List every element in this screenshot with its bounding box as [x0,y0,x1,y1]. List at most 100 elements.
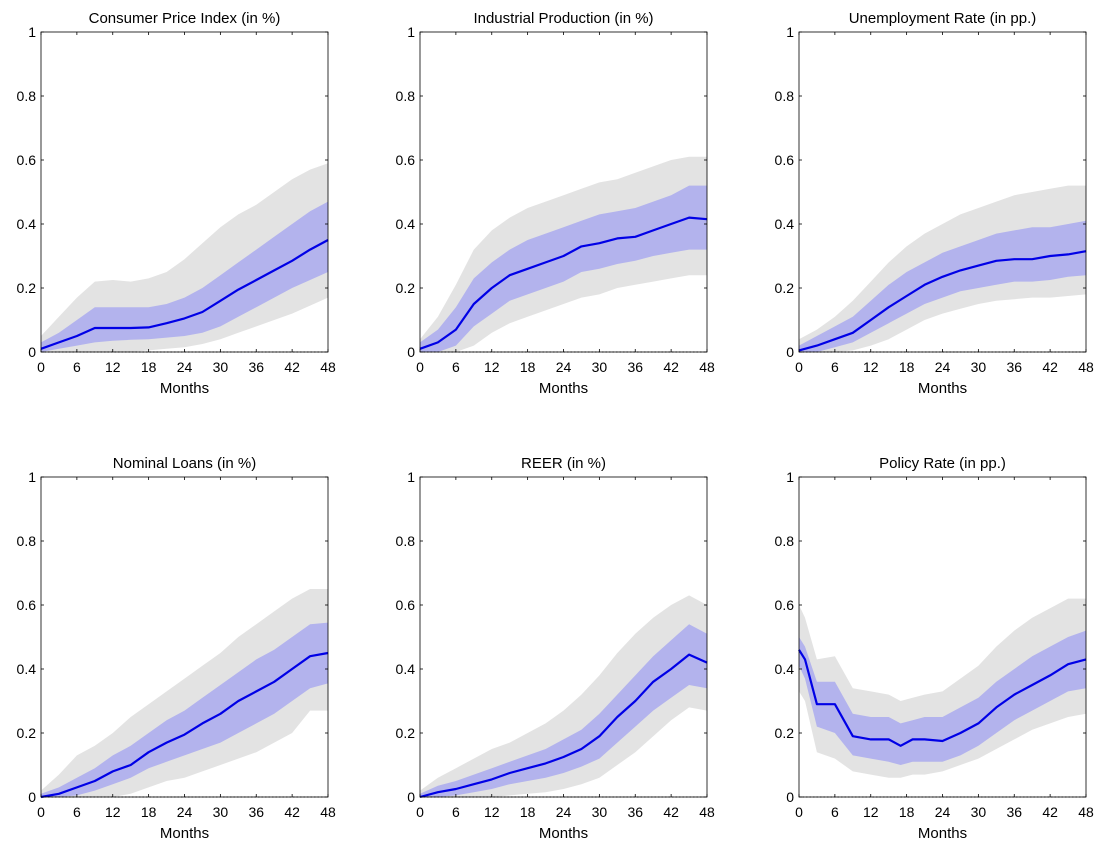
panel-title: Industrial Production (in %) [473,10,653,27]
x-tick-label: 42 [1042,804,1058,820]
x-tick-label: 0 [416,359,424,375]
x-tick-label: 0 [795,359,803,375]
x-tick-label: 12 [484,804,500,820]
panel-title: Unemployment Rate (in pp.) [849,10,1037,27]
x-tick-label: 0 [37,804,45,820]
x-tick-label: 0 [416,804,424,820]
inner-confidence-band [420,185,707,352]
y-tick-label: 1 [28,24,36,40]
x-tick-label: 30 [213,804,229,820]
y-tick-label: 0.2 [396,280,416,296]
x-tick-label: 18 [141,804,157,820]
y-tick-label: 0.4 [775,661,795,677]
x-tick-label: 36 [1006,804,1022,820]
panel-2: 0 6 12 18 24 30 36 42 48 0 0.2 0.4 0.6 0.8 1 Industrial… [396,10,715,397]
outer-confidence-band [41,589,328,797]
y-tick-label: 0.8 [775,533,795,549]
panel-title: REER (in %) [521,455,606,472]
y-tick-label: 0.4 [396,216,416,232]
y-tick-label: 0 [28,789,36,805]
x-tick-label: 12 [105,359,121,375]
y-tick-label: 0.6 [17,597,37,613]
y-tick-label: 0.8 [396,88,416,104]
y-tick-label: 0 [786,344,794,360]
inner-confidence-band [420,624,707,797]
y-tick-label: 0.2 [17,280,37,296]
y-tick-label: 0.2 [396,725,416,741]
median-response-line [798,250,1087,352]
x-tick-label: 24 [556,804,572,820]
inner-confidence-band [41,201,328,352]
x-tick-label: 24 [556,359,572,375]
x-tick-label: 30 [213,359,229,375]
y-tick-label: 0.4 [17,216,37,232]
y-tick-label: 0.6 [775,152,795,168]
x-tick-label: 36 [627,359,643,375]
y-tick-label: 1 [407,24,415,40]
x-axis-label: Months [918,380,967,397]
y-tick-label: 0.6 [17,152,37,168]
x-tick-label: 6 [452,804,460,820]
x-tick-label: 0 [795,804,803,820]
x-tick-label: 24 [177,359,193,375]
x-tick-label: 30 [971,359,987,375]
y-tick-label: 0.2 [775,725,795,741]
inner-confidence-band [41,622,328,797]
x-tick-label: 42 [1042,359,1058,375]
x-tick-label: 30 [592,359,608,375]
x-tick-label: 24 [935,359,951,375]
x-tick-label: 6 [73,359,81,375]
x-tick-label: 24 [177,804,193,820]
x-tick-label: 42 [663,359,679,375]
x-tick-label: 42 [663,804,679,820]
y-tick-label: 0.2 [17,725,37,741]
x-tick-label: 42 [284,359,300,375]
panel-title: Policy Rate (in pp.) [879,455,1006,472]
panel-6: 0 6 12 18 24 30 36 42 48 0 0.2 0.4 0.6 0.8 1 Policy Rat… [775,455,1094,842]
y-tick-label: 0.6 [396,597,416,613]
x-tick-label: 12 [484,359,500,375]
x-tick-label: 18 [141,359,157,375]
inner-confidence-band [799,630,1086,765]
x-tick-label: 24 [935,804,951,820]
x-tick-label: 18 [899,359,915,375]
y-tick-label: 0 [28,344,36,360]
median-response-line [40,651,329,799]
x-tick-label: 36 [248,804,264,820]
panel-title: Nominal Loans (in %) [113,455,256,472]
x-tick-label: 6 [831,804,839,820]
y-tick-label: 1 [786,24,794,40]
x-tick-label: 36 [627,804,643,820]
y-tick-label: 0 [407,789,415,805]
outer-confidence-band [420,595,707,797]
x-tick-label: 36 [1006,359,1022,375]
x-tick-label: 0 [37,359,45,375]
x-tick-label: 48 [320,804,336,820]
panel-5: 0 6 12 18 24 30 36 42 48 0 0.2 0.4 0.6 0.8 1 REER (in %… [396,455,715,842]
x-tick-label: 30 [971,804,987,820]
panel-3: 0 6 12 18 24 30 36 42 48 0 0.2 0.4 0.6 0.8 1 Unemployme… [775,10,1094,397]
x-tick-label: 48 [699,359,715,375]
x-tick-label: 48 [1078,359,1094,375]
median-response-line [40,239,329,350]
x-axis-label: Months [539,380,588,397]
median-response-line [419,653,708,799]
x-tick-label: 6 [452,359,460,375]
x-axis-label: Months [539,825,588,842]
panel-4: 0 6 12 18 24 30 36 42 48 0 0.2 0.4 0.6 0.8 1 Nominal Lo… [17,455,336,842]
y-tick-label: 0 [786,789,794,805]
x-tick-label: 30 [592,804,608,820]
x-axis-label: Months [160,380,209,397]
x-tick-label: 12 [105,804,121,820]
x-tick-label: 18 [520,359,536,375]
panel-title: Consumer Price Index (in %) [89,10,281,27]
x-tick-label: 18 [899,804,915,820]
x-tick-label: 12 [863,359,879,375]
x-tick-label: 48 [320,359,336,375]
y-tick-label: 0.8 [17,533,37,549]
y-tick-label: 0.6 [396,152,416,168]
y-tick-label: 0.4 [396,661,416,677]
x-axis-label: Months [160,825,209,842]
x-tick-label: 6 [831,359,839,375]
